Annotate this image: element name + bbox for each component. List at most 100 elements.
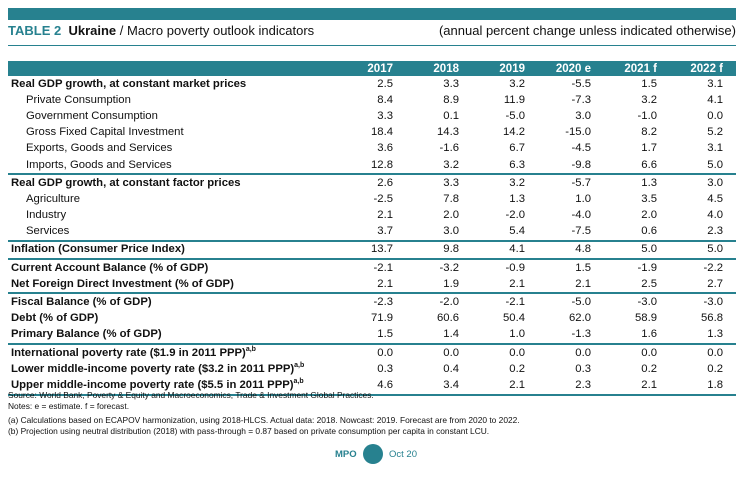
value-cell: 3.3 [443,176,459,189]
value-cell: 62.0 [569,312,591,325]
value-cell: 2.1 [538,276,604,295]
value-cell: 2.3 [538,377,604,396]
value-cell: 2.3 [670,223,736,242]
value-cell: -3.0 [637,296,657,309]
value-cell: 1.0 [575,192,591,205]
footer-circle-icon [363,444,383,464]
notes: Source: World Bank, Poverty & Equity and… [8,390,520,437]
value-cell: 0.0 [443,346,459,359]
value-cell: -2.5 [373,192,393,205]
value-cell: 3.3 [443,77,459,90]
value-cell: -1.9 [637,261,657,274]
table-row: Government Consumption 3.3 0.1 -5.0 3.0 -1.0 0… [8,108,736,124]
row-label-text: Primary Balance (% of GDP) [11,328,162,341]
value-cell: 2.1 [472,276,538,295]
value-cell: -4.5 [571,142,591,155]
value-cell: 0.2 [707,362,723,375]
row-label: Debt (% of GDP) [8,311,340,327]
value-cell: 3.1 [707,142,723,155]
value-cell: 2.6 [377,176,393,189]
row-label: Industry [8,208,340,224]
value-cell: -1.6 [439,142,459,155]
table-tag: TABLE 2 [8,23,62,38]
row-label: Government Consumption [8,108,340,124]
value-cell: 0.0 [641,346,657,359]
table-row: Services 3.7 3.0 5.4 -7.5 0.6 2.3 [8,223,736,242]
value-cell: 0.2 [509,362,525,375]
table-row: Gross Fixed Capital Investment 18.4 14.3 14… [8,125,736,141]
column-header: 2018 [406,61,472,76]
value-cell: 2.0 [641,209,657,222]
row-label: Net Foreign Direct Investment (% of GDP) [8,276,340,295]
row-label: Services [8,223,340,242]
column-header: 2020 e [538,61,604,76]
table-row: Net Foreign Direct Investment (% of GDP)… [8,276,736,295]
value-cell: 8.4 [377,93,393,106]
value-cell: -5.7 [571,176,591,189]
footnote-marker: a,b [245,345,256,353]
value-cell: 3.0 [575,109,591,122]
value-cell: 58.9 [635,312,657,325]
value-cell: 5.0 [604,240,670,261]
row-label-text: Industry [26,209,67,222]
row-label-text: Private Consumption [26,93,131,106]
row-label-text: International poverty rate ($1.9 in 2011… [11,346,246,359]
value-cell: 8.2 [641,126,657,139]
value-cell: 5.2 [707,126,723,139]
value-cell: -5.5 [571,77,591,90]
value-cell: 3.5 [641,192,657,205]
value-cell: 60.6 [437,312,459,325]
value-cell: 14.2 [503,126,525,139]
value-cell: 4.1 [472,240,538,261]
value-cell: 0.6 [604,223,670,242]
row-label: Exports, Goods and Services [8,141,340,157]
value-cell: 4.8 [538,240,604,261]
column-header: 2019 [472,61,538,76]
value-cell: 3.0 [707,176,723,189]
header-row: 2017 2018 2019 2020 e 2021 f 2022 f [8,61,736,76]
value-cell: -3.0 [703,296,723,309]
row-label-text: Agriculture [26,192,80,205]
value-cell: -3.2 [439,261,459,274]
row-label: Agriculture [8,191,340,207]
value-cell: 4.5 [707,192,723,205]
row-label: International poverty rate ($1.9 in 2011… [8,344,340,361]
value-cell: 0.1 [443,109,459,122]
row-label: Gross Fixed Capital Investment [8,125,340,141]
value-cell: 1.3 [670,326,736,346]
table-subtitle: (annual percent change unless indicated … [438,23,736,38]
value-cell: 6.6 [604,156,670,176]
column-header: 2021 f [604,61,670,76]
value-cell: 8.9 [443,93,459,106]
value-cell: 5.4 [472,223,538,242]
row-label: Upper middle-income poverty rate ($5.5 i… [8,377,340,396]
value-cell: 1.3 [509,192,525,205]
table-row: Private Consumption 8.4 8.9 11.9 -7.3 3.2 4.1 [8,92,736,108]
value-cell: 4.0 [707,209,723,222]
table-row: Industry 2.1 2.0 -2.0 -4.0 2.0 4.0 [8,208,736,224]
table-title: TABLE 2 Ukraine / Macro poverty outlook … [8,23,736,39]
value-cell: 0.3 [575,362,591,375]
footnote-marker: a,b [293,378,304,386]
title-divider [8,45,736,46]
row-label: Lower middle-income poverty rate ($3.2 i… [8,361,340,377]
table-row: Exports, Goods and Services 3.6 -1.6 6.7 -4.… [8,141,736,157]
row-label: Real GDP growth, at constant factor pric… [8,174,340,191]
row-label-text: Gross Fixed Capital Investment [26,126,184,139]
value-cell: 2.1 [472,377,538,396]
table-row: Current Account Balance (% of GDP) -2.1 -3… [8,259,736,276]
value-cell: -2.3 [373,296,393,309]
value-cell: 13.7 [340,240,406,261]
value-cell: 1.3 [641,176,657,189]
value-cell: 1.6 [604,326,670,346]
value-cell: 1.0 [472,326,538,346]
value-cell: 3.2 [509,77,525,90]
value-cell: -7.3 [571,93,591,106]
value-cell: -1.0 [637,109,657,122]
value-cell: 3.2 [406,156,472,176]
value-cell: 2.0 [443,209,459,222]
value-cell: 3.7 [340,223,406,242]
row-label: Imports, Goods and Services [8,156,340,176]
value-cell: 4.6 [340,377,406,396]
value-cell: 2.1 [377,209,393,222]
